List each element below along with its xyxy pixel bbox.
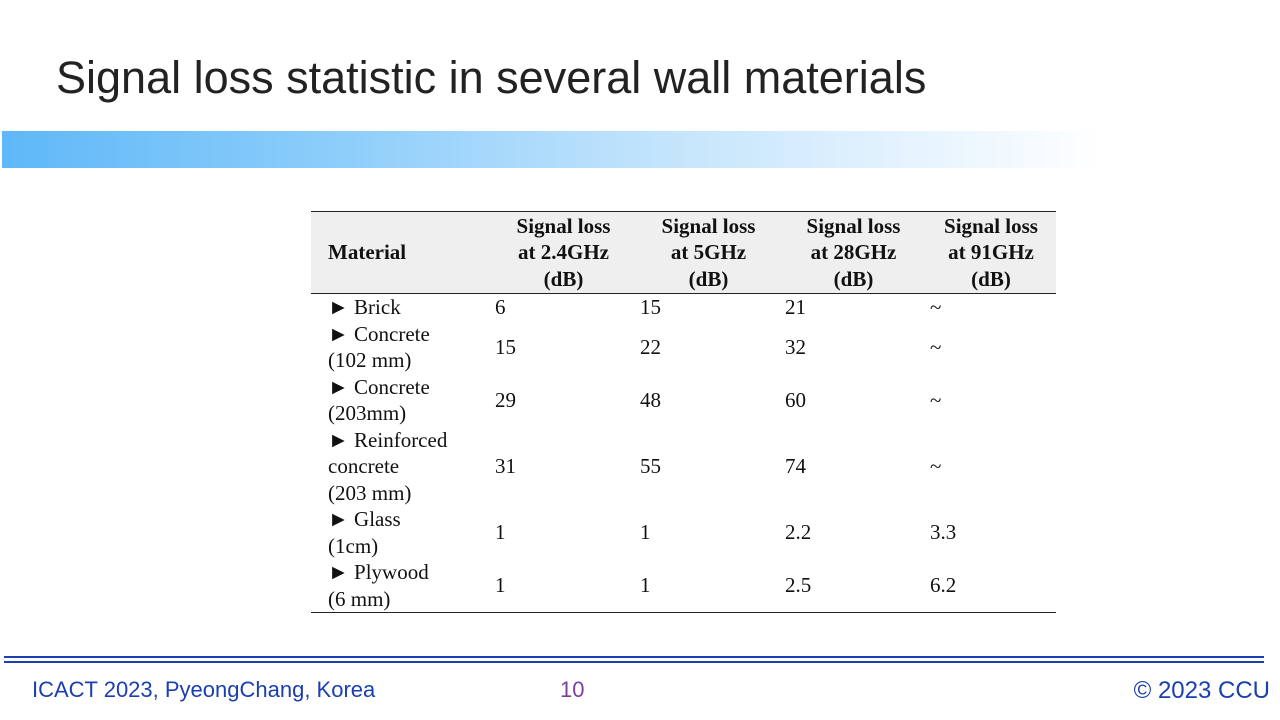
value-cell: 1 — [491, 559, 636, 613]
table-header-row: Material Signal loss at 2.4GHz (dB) Sign… — [311, 211, 1056, 294]
header-line: (dB) — [833, 266, 874, 291]
value-cell: 2.5 — [781, 559, 926, 613]
value-cell: 3.3 — [930, 520, 957, 545]
table-row: ► Reinforced concrete (203 mm) 31 55 74 … — [311, 427, 1056, 507]
material-line: (1cm) — [328, 533, 379, 558]
title-decoration-bar — [2, 131, 1102, 168]
value-cell: 74 — [785, 454, 806, 478]
header-material: Material — [311, 211, 491, 294]
signal-loss-table-container: Material Signal loss at 2.4GHz (dB) Sign… — [311, 211, 1056, 613]
table-row: ► Concrete (203mm) 29 48 60 ~ — [311, 374, 1056, 427]
material-line: ► Plywood — [328, 560, 429, 584]
header-line: (dB) — [543, 266, 584, 291]
value-cell: 15 — [640, 295, 661, 319]
footer-copyright: © 2023 CCU — [1133, 677, 1270, 704]
value-cell: 55 — [640, 454, 661, 478]
value-cell: 1 — [640, 520, 651, 545]
header-line: (dB) — [971, 266, 1011, 291]
page-number: 10 — [560, 677, 585, 702]
value-cell: 6.2 — [926, 559, 1056, 613]
header-5ghz: Signal loss at 5GHz (dB) — [636, 211, 781, 294]
table-row: ► Plywood (6 mm) 1 1 2.5 6.2 — [311, 559, 1056, 613]
value-cell: 21 — [785, 295, 806, 319]
header-line: at 28GHz — [810, 240, 897, 265]
value-cell: 31 — [495, 454, 516, 478]
header-2-4ghz: Signal loss at 2.4GHz (dB) — [491, 211, 636, 294]
material-cell: ► Concrete (102 mm) — [311, 321, 491, 374]
header-line: (dB) — [688, 266, 729, 291]
header-28ghz: Signal loss at 28GHz (dB) — [781, 211, 926, 294]
material-cell: ► Plywood (6 mm) — [311, 559, 491, 613]
table-row: ► Glass (1cm) 1 1 2.2 3.3 — [311, 506, 1056, 559]
signal-loss-table: Material Signal loss at 2.4GHz (dB) Sign… — [311, 211, 1056, 613]
value-cell: 48 — [640, 387, 661, 412]
value-cell: 1 — [636, 559, 781, 613]
table-row: ► Concrete (102 mm) 15 22 32 ~ — [311, 321, 1056, 374]
material-line: ► Glass — [328, 507, 401, 531]
material-line: (102 mm) — [328, 348, 412, 372]
material-line: (6 mm) — [328, 586, 391, 611]
material-line: ► Brick — [328, 295, 401, 319]
value-cell: 1 — [495, 520, 506, 545]
footer-conference: ICACT 2023, PyeongChang, Korea — [32, 677, 376, 702]
value-cell: 22 — [640, 334, 661, 359]
table-row: ► Brick 6 15 21 ~ — [311, 294, 1056, 321]
header-line: Signal loss — [944, 213, 1038, 238]
material-line: (203mm) — [328, 401, 407, 425]
material-line: ► Concrete — [328, 374, 430, 399]
value-cell: 60 — [785, 387, 806, 412]
value-cell: 2.2 — [785, 520, 812, 545]
slide-title: Signal loss statistic in several wall ma… — [56, 52, 927, 103]
header-91ghz: Signal loss at 91GHz (dB) — [926, 211, 1056, 294]
value-cell: 29 — [495, 387, 516, 412]
header-material-text: Material — [328, 240, 407, 265]
material-line: ► Concrete — [328, 321, 430, 346]
header-line: Signal loss — [516, 213, 611, 238]
value-cell: ~ — [930, 387, 942, 412]
footer-divider — [4, 656, 1264, 663]
value-cell: 32 — [785, 334, 806, 359]
material-cell: ► Glass (1cm) — [311, 506, 491, 559]
header-line: Signal loss — [806, 213, 901, 238]
material-line: (203 mm) — [328, 480, 412, 505]
material-cell: ► Brick — [311, 294, 491, 321]
header-line: at 5GHz — [670, 240, 747, 265]
value-cell: ~ — [930, 334, 942, 359]
header-line: at 91GHz — [948, 240, 1034, 265]
header-line: Signal loss — [661, 213, 756, 238]
header-line: at 2.4GHz — [518, 240, 609, 265]
material-cell: ► Reinforced concrete (203 mm) — [311, 427, 491, 507]
material-line: concrete — [328, 454, 400, 478]
value-cell: 6 — [495, 295, 506, 319]
value-cell: 15 — [495, 334, 516, 359]
material-line: ► Reinforced — [328, 427, 448, 452]
value-cell: ~ — [930, 454, 942, 478]
material-cell: ► Concrete (203mm) — [311, 374, 491, 427]
value-cell: ~ — [930, 295, 942, 319]
